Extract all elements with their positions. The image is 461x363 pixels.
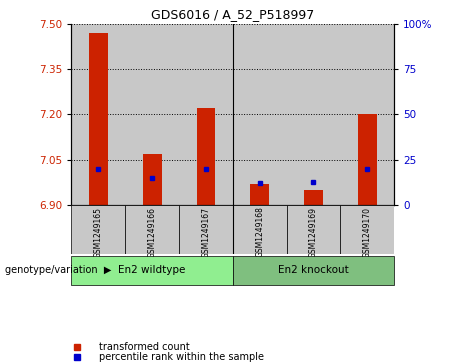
Bar bbox=[340, 24, 394, 205]
Bar bbox=[179, 205, 233, 254]
Bar bbox=[358, 114, 377, 205]
Text: En2 knockout: En2 knockout bbox=[278, 265, 349, 276]
Text: GSM1249169: GSM1249169 bbox=[309, 207, 318, 258]
Text: transformed count: transformed count bbox=[99, 342, 190, 352]
Text: GSM1249170: GSM1249170 bbox=[363, 207, 372, 258]
Text: GSM1249167: GSM1249167 bbox=[201, 207, 210, 258]
Bar bbox=[71, 205, 125, 254]
Text: En2 wildtype: En2 wildtype bbox=[118, 265, 186, 276]
Text: GSM1249165: GSM1249165 bbox=[94, 207, 103, 258]
Bar bbox=[304, 190, 323, 205]
Bar bbox=[71, 256, 233, 285]
Bar bbox=[250, 184, 269, 205]
Text: percentile rank within the sample: percentile rank within the sample bbox=[99, 352, 264, 362]
Bar bbox=[143, 154, 161, 205]
Bar bbox=[233, 256, 394, 285]
Bar bbox=[233, 24, 287, 205]
Bar bbox=[196, 108, 215, 205]
Text: GSM1249166: GSM1249166 bbox=[148, 207, 157, 258]
Text: GSM1249168: GSM1249168 bbox=[255, 207, 264, 257]
Bar bbox=[125, 24, 179, 205]
Bar bbox=[233, 205, 287, 254]
Bar bbox=[287, 205, 340, 254]
Bar bbox=[89, 33, 108, 205]
Title: GDS6016 / A_52_P518997: GDS6016 / A_52_P518997 bbox=[151, 8, 314, 21]
Bar bbox=[340, 205, 394, 254]
Bar bbox=[287, 24, 340, 205]
Bar bbox=[179, 24, 233, 205]
Bar bbox=[125, 205, 179, 254]
Bar bbox=[71, 24, 125, 205]
Text: genotype/variation  ▶: genotype/variation ▶ bbox=[5, 265, 111, 276]
